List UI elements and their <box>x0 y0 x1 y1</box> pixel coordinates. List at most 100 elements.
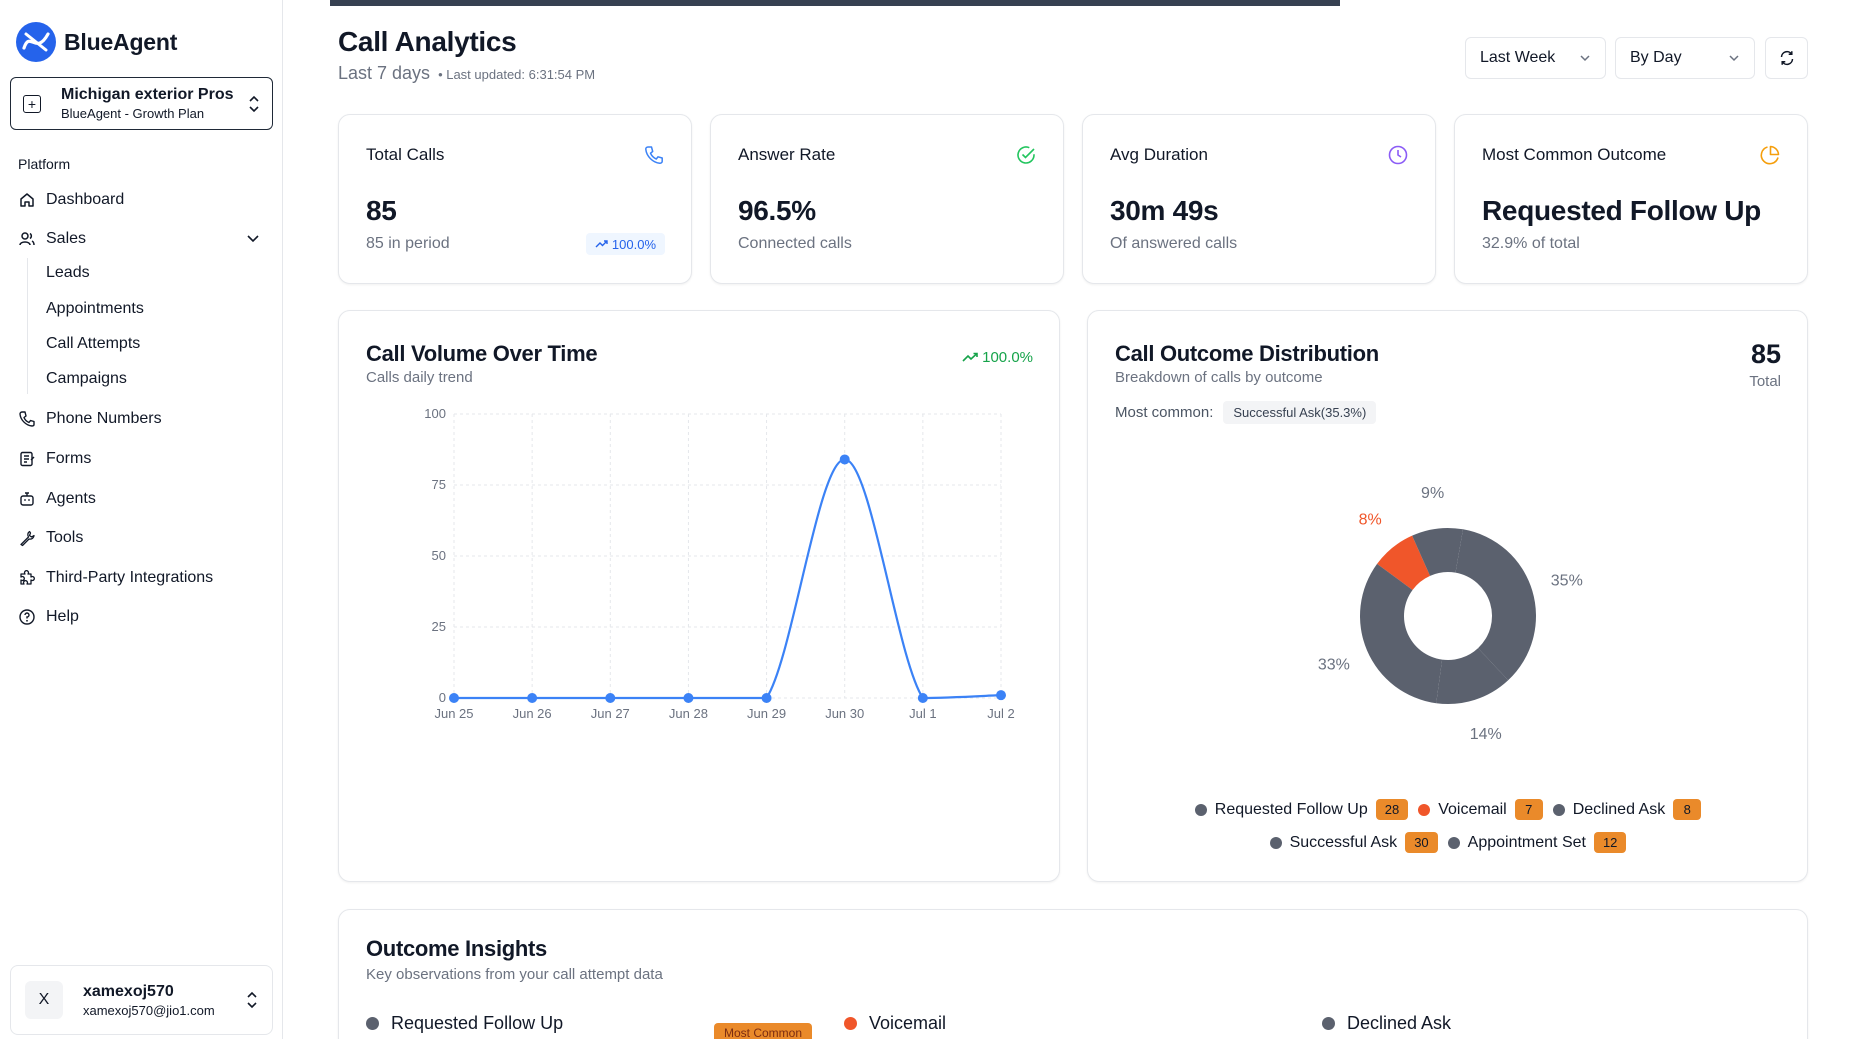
chevrons-up-down-icon <box>246 991 258 1009</box>
sidebar-item-label: Phone Numbers <box>46 410 162 427</box>
donut-slice <box>1412 528 1464 576</box>
forms-icon <box>20 451 35 467</box>
stat-subtext: 85 in period <box>366 235 450 252</box>
refresh-button[interactable] <box>1765 37 1808 79</box>
data-point <box>761 693 772 703</box>
legend-item[interactable]: Appointment Set 12 <box>1447 832 1627 853</box>
stat-subtext: Of answered calls <box>1110 235 1238 252</box>
stat-value: 96.5% <box>738 195 816 226</box>
legend-dot <box>1552 803 1565 816</box>
trending-up-icon <box>595 240 608 248</box>
org-switcher[interactable]: + Michigan exterior Pros BlueAgent - Gro… <box>10 77 273 130</box>
insight-label: Requested Follow Up <box>391 1013 564 1033</box>
window-top-bar <box>0 0 1863 7</box>
user-menu[interactable]: X xamexoj570 xamexoj570@jio1.com <box>10 965 273 1035</box>
period-select[interactable]: Last Week <box>1465 37 1606 79</box>
x-tick-label: Jun 30 <box>825 706 864 721</box>
donut-slice <box>1455 529 1536 681</box>
stat-subtext: Connected calls <box>738 235 852 252</box>
sidebar-item-integrations[interactable]: Third-Party Integrations <box>18 565 213 591</box>
call-volume-card: Call Volume Over Time Calls daily trend … <box>338 310 1060 882</box>
stat-title: Most Common Outcome <box>1482 145 1667 164</box>
legend-label: Successful Ask <box>1289 833 1398 851</box>
stat-value: 30m 49s <box>1110 195 1219 226</box>
legend-item[interactable]: Voicemail 7 <box>1418 799 1543 820</box>
insight-label: Voicemail <box>869 1013 947 1033</box>
org-plan: BlueAgent - Growth Plan <box>61 106 205 121</box>
legend-count: 8 <box>1673 799 1702 820</box>
chevron-down-icon <box>1580 55 1590 62</box>
sidebar-subitem-appointments[interactable]: Appointments <box>46 300 144 317</box>
stat-value: 85 <box>366 195 397 226</box>
volume-trend: 100.0% <box>962 349 1033 366</box>
insight-item[interactable]: Voicemail <box>844 1013 946 1034</box>
sidebar-subitem-call-attempts[interactable]: Call Attempts <box>46 335 141 352</box>
sidebar-item-forms[interactable]: Forms <box>18 446 91 472</box>
insight-item[interactable]: Declined Ask <box>1322 1013 1451 1034</box>
x-tick-label: Jun 26 <box>513 706 552 721</box>
chart-title: Call Volume Over Time <box>366 341 598 366</box>
check-circle-icon <box>1017 146 1035 164</box>
user-name: xamexoj570 <box>83 982 174 1000</box>
legend-label: Requested Follow Up <box>1214 800 1368 818</box>
stat-card-total-calls: Total Calls 85 85 in period 100.0% <box>338 114 692 284</box>
chevrons-up-down-icon <box>248 95 260 113</box>
sidebar-item-phone-numbers[interactable]: Phone Numbers <box>18 406 162 432</box>
help-circle-icon <box>19 609 35 625</box>
page-subtitle: Last 7 days • Last updated: 6:31:54 PM <box>338 63 595 84</box>
donut-slice <box>1377 535 1431 590</box>
stat-card-answer-rate: Answer Rate 96.5% Connected calls <box>710 114 1064 284</box>
chart-title: Call Outcome Distribution <box>1115 341 1379 366</box>
insight-label: Declined Ask <box>1347 1013 1452 1033</box>
grouping-select[interactable]: By Day <box>1615 37 1755 79</box>
stat-title: Avg Duration <box>1110 145 1208 164</box>
insight-item[interactable]: Requested Follow Up <box>366 1013 563 1034</box>
legend-count: 12 <box>1593 832 1627 853</box>
most-common-row: Most common: Successful Ask(35.3%) <box>1115 401 1377 424</box>
trending-up-icon <box>962 352 978 362</box>
call-volume-line-chart: 0 25 50 75 100 Jun 25 Jun 26 Jun 27 Jun 28 Jun 29… <box>424 406 1014 721</box>
grouping-select-value: By Day <box>1630 49 1682 66</box>
home-icon <box>20 193 34 207</box>
nav-section-label: Platform <box>18 156 71 172</box>
sidebar-item-label: Agents <box>46 490 96 507</box>
legend-item[interactable]: Declined Ask 8 <box>1552 799 1702 820</box>
legend-item[interactable]: Requested Follow Up 28 <box>1194 799 1409 820</box>
donut-slice <box>1436 648 1509 704</box>
sidebar-item-sales[interactable]: Sales <box>18 226 86 252</box>
sidebar-item-label: Third-Party Integrations <box>46 569 214 586</box>
sidebar-item-help[interactable]: Help <box>18 604 79 630</box>
slice-label: 8% <box>1359 511 1382 528</box>
x-tick-label: Jun 25 <box>434 706 473 721</box>
insights-subtitle: Key observations from your call attempt … <box>366 966 663 983</box>
y-tick-label: 0 <box>439 690 446 705</box>
sidebar-item-agents[interactable]: Agents <box>18 486 96 512</box>
x-tick-label: Jul 1 <box>909 706 936 721</box>
chart-subtitle: Calls daily trend <box>366 369 473 386</box>
x-tick-label: Jul 2 <box>987 706 1014 721</box>
legend-label: Declined Ask <box>1572 800 1666 818</box>
legend-item[interactable]: Successful Ask 30 <box>1269 832 1438 853</box>
slice-label: 35% <box>1551 572 1583 589</box>
stat-subtext: 32.9% of total <box>1482 235 1580 252</box>
slice-label: 9% <box>1421 485 1444 502</box>
data-point <box>605 693 616 703</box>
total-count: 85 <box>1750 339 1781 369</box>
period-select-value: Last Week <box>1480 49 1556 66</box>
sidebar-item-label: Tools <box>46 529 84 546</box>
clock-icon <box>1388 145 1408 165</box>
insight-dot <box>366 1017 379 1030</box>
phone-icon <box>19 411 35 427</box>
sidebar-subitem-leads[interactable]: Leads <box>46 264 90 281</box>
sidebar-subitem-campaigns[interactable]: Campaigns <box>46 370 127 387</box>
sidebar-item-tools[interactable]: Tools <box>18 525 83 551</box>
plus-square-icon: + <box>23 94 41 113</box>
puzzle-icon <box>20 570 35 585</box>
chevron-down-icon[interactable] <box>246 232 260 246</box>
bot-icon <box>20 492 34 506</box>
chevron-down-icon <box>1729 55 1739 62</box>
slice-label: 33% <box>1318 656 1350 673</box>
trend-badge: 100.0% <box>585 233 665 255</box>
brand[interactable]: BlueAgent <box>16 22 177 62</box>
sidebar-item-dashboard[interactable]: Dashboard <box>18 187 124 213</box>
